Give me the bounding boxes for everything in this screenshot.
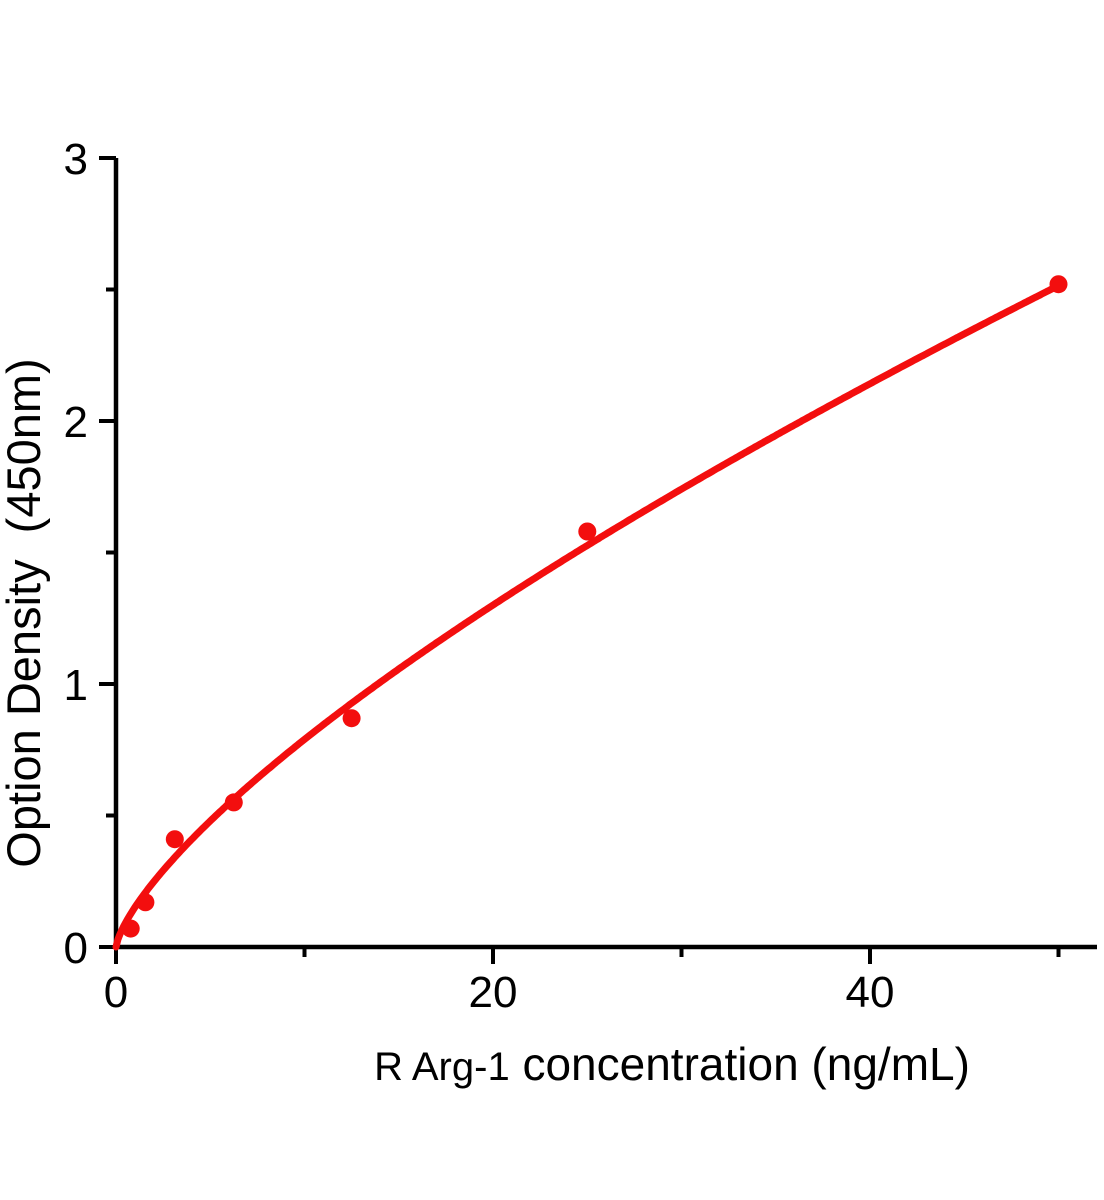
data-point (578, 522, 597, 541)
axes-layer (113, 158, 1097, 950)
x-axis-title: R Arg-1 concentration (ng/mL) (374, 1038, 970, 1090)
x-axis-title-main: concentration (ng/mL) (510, 1038, 970, 1090)
x-tick-label: 20 (469, 968, 518, 1017)
data-point (224, 793, 243, 812)
y-tick-label: 1 (64, 661, 88, 710)
data-point (165, 830, 184, 849)
data-point (342, 709, 361, 728)
x-axis-title-prefix: R Arg-1 (374, 1045, 510, 1089)
y-axis-title: Option Density (450nm) (0, 358, 50, 867)
y-tick-label: 3 (64, 135, 88, 184)
ticks-layer: 0 20 40 0 1 2 3 (64, 135, 1061, 1017)
data-point (121, 919, 140, 938)
y-tick-label: 0 (64, 924, 88, 973)
x-tick-label: 40 (846, 968, 895, 1017)
series-layer (112, 275, 1068, 951)
data-point (1049, 275, 1068, 294)
y-tick-label: 2 (64, 398, 88, 447)
data-point (136, 893, 155, 912)
x-tick-label: 0 (104, 968, 128, 1017)
fitted-curve (112, 282, 1062, 951)
